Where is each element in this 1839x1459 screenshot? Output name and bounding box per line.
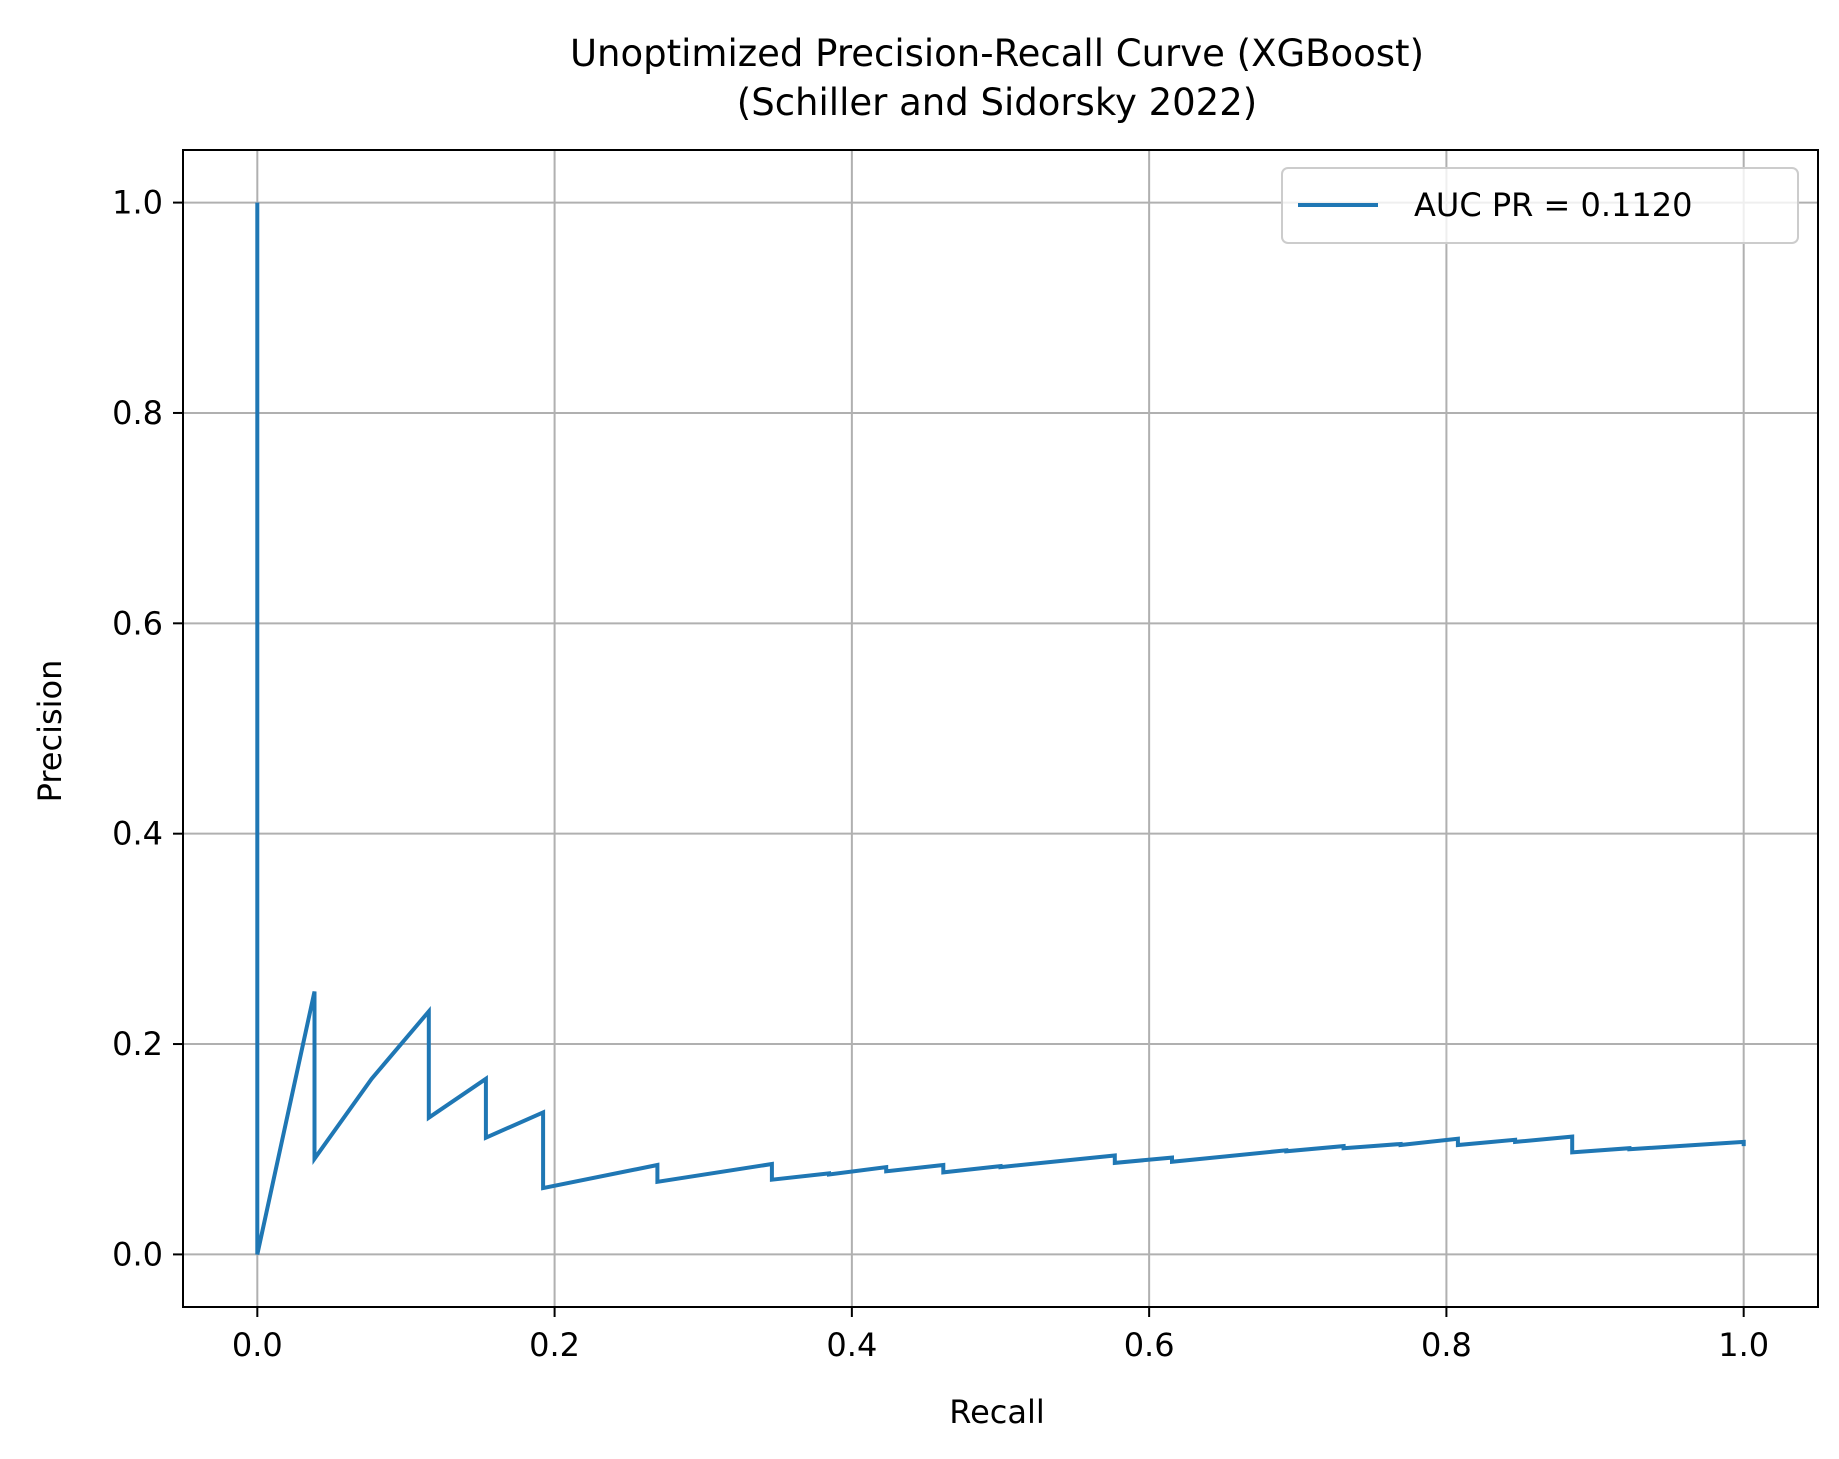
x-tick-label: 0.8 — [1421, 1326, 1472, 1364]
chart-subtitle: (Schiller and Sidorsky 2022) — [737, 81, 1257, 124]
y-tick-label: 0.6 — [112, 604, 163, 642]
y-tick-label: 0.2 — [112, 1025, 163, 1063]
y-axis-ticks: 0.0 0.2 0.4 0.6 0.8 1.0 — [112, 184, 183, 1273]
y-tick-label: 0.0 — [112, 1235, 163, 1273]
x-tick-label: 0.2 — [529, 1326, 580, 1364]
plot-frame — [182, 149, 1819, 1308]
legend-box — [1281, 167, 1799, 244]
legend: AUC PR = 0.1120 — [1281, 167, 1799, 244]
x-tick-label: 1.0 — [1718, 1326, 1769, 1364]
x-axis-label: Recall — [949, 1393, 1044, 1431]
series-layer — [255, 202, 1746, 1255]
y-axis-label: Precision — [31, 660, 69, 803]
x-tick-label: 0.6 — [1124, 1326, 1175, 1364]
series-line — [255, 202, 1746, 1255]
grid-lines — [183, 150, 1818, 1307]
chart-title: Unoptimized Precision-Recall Curve (XGBo… — [570, 32, 1424, 75]
y-tick-label: 0.4 — [112, 815, 163, 853]
x-axis-ticks: 0.0 0.2 0.4 0.6 0.8 1.0 — [232, 1307, 1769, 1364]
x-tick-label: 0.0 — [232, 1326, 283, 1364]
legend-entry: AUC PR = 0.1120 — [1414, 186, 1692, 224]
x-tick-label: 0.4 — [826, 1326, 877, 1364]
y-tick-label: 1.0 — [112, 184, 163, 222]
y-tick-label: 0.8 — [112, 394, 163, 432]
